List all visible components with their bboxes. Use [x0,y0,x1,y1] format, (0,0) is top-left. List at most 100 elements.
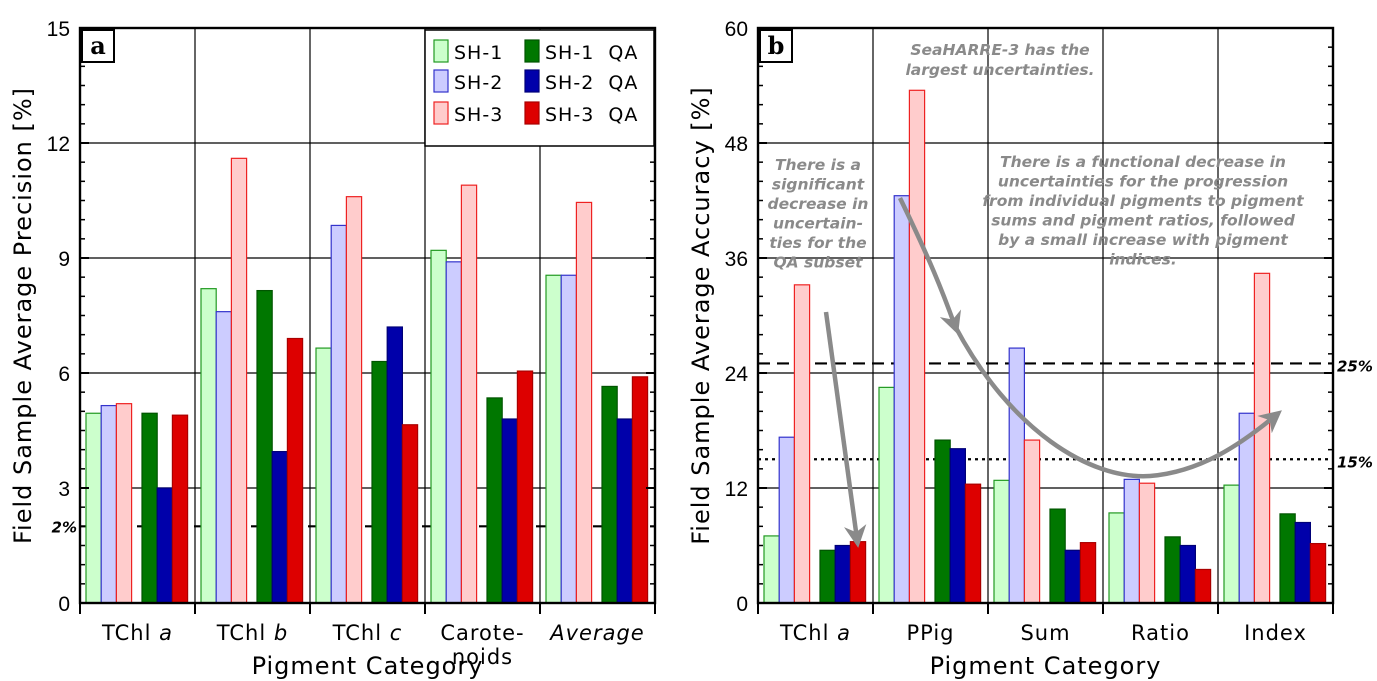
bar-sh-3-qa-2 [1079,542,1097,604]
bar-sh-2-qa-3 [501,418,519,604]
x-category-label-italic: a [159,621,173,645]
bar-sh-1-3 [1108,512,1125,604]
legend-label: SH-2 QA [545,72,638,94]
bar-sh-1-1 [200,288,217,604]
bar-sh-3-qa-2 [401,424,419,604]
bar-sh-3-3 [460,184,478,604]
bar-sh-2-1 [215,311,232,604]
annotation-arrow-qa [823,311,867,548]
x-category-label-text: TChl [779,621,837,645]
bar-sh-1-qa-3 [1164,536,1181,604]
y-tick-label: 36 [725,248,748,271]
annotation-text-qa: There is a [775,156,861,174]
bar-sh-1-qa-2 [1049,508,1066,604]
annotation-text-progression: There is a functional decrease in [1000,153,1286,171]
legend-swatch-sh-3-qa [524,101,540,125]
bar-sh-2-2 [330,224,348,604]
bar-sh-1-1 [878,386,895,604]
x-category-label: TChl a [779,621,851,645]
legend-label: SH-3 [454,104,503,126]
x-category-label-italic: c [390,621,403,645]
bar-sh-1-qa-4 [601,385,618,604]
bar-sh-3-qa-0 [849,541,867,604]
y-tick-label: 12 [47,133,70,156]
bar-sh-3-1 [908,89,926,604]
annotation-text-progression: by a small increase with pigment [998,231,1288,249]
bar-sh-1-qa-1 [256,289,273,604]
bar-sh-1-qa-4 [1279,513,1296,604]
x-category-label-text: TChl [216,621,274,645]
panel-b-accuracy-chart: 25% 15% 0 12 24 36 48 60 TChl a PPig Sum Ratio Index… [687,18,1373,680]
bar-sh-3-2 [345,196,363,604]
x-axis-title: Pigment Category [930,652,1162,680]
y-tick-label: 0 [736,593,748,616]
reference-line-label: 25% [1337,357,1373,375]
bar-sh-2-qa-1 [271,450,289,604]
x-category-label: PPig [906,621,954,645]
legend-swatch-sh-1 [433,39,449,63]
reference-line-label: 2% [52,518,77,536]
annotation-text-largest: SeaHARRE-3 has the [910,41,1089,59]
x-category-label: Sum [1020,621,1070,645]
legend-swatch-sh-1-qa [524,39,540,63]
y-tick-label: 24 [725,363,749,386]
bar-sh-3-qa-0 [171,414,189,604]
bar-sh-1-2 [993,479,1010,604]
bar-sh-2-3 [1123,478,1140,604]
reference-line-label: 15% [1337,453,1373,471]
panel-letter: a [90,31,106,60]
y-tick-label: 48 [725,133,748,156]
x-category-label: Carote- [440,621,524,645]
y-tick-label: 0 [58,593,70,616]
bar-sh-1-qa-2 [371,360,388,604]
bar-sh-2-3 [445,261,463,604]
bar-sh-3-3 [1138,482,1156,604]
bar-sh-3-0 [793,284,811,604]
bar-sh-1-0 [763,535,780,604]
bar-sh-1-qa-1 [934,439,951,604]
x-category-label-italic: b [274,621,288,645]
y-tick-label: 9 [58,248,70,271]
annotation-text-largest: largest uncertainties. [905,61,1094,79]
annotation-arrow-trend [953,324,1282,479]
x-category-label: noids [452,645,513,669]
bar-sh-1-qa-0 [819,549,836,604]
x-category-label-italic: a [837,621,851,645]
bar-sh-3-qa-1 [286,337,304,604]
bar-sh-2-2 [1008,347,1026,604]
y-tick-label: 15 [47,18,70,41]
annotation-text-qa: ties for the [769,234,866,252]
bar-sh-1-qa-3 [486,397,503,604]
bar-sh-3-1 [230,157,248,604]
annotation-text-qa: decrease in [768,195,869,213]
x-category-label: TChl b [216,621,288,645]
bar-sh-2-qa-2 [386,326,404,604]
x-axis-title: Pigment Category [252,652,484,680]
bar-sh-3-qa-1 [964,483,982,604]
bar-sh-3-qa-4 [631,376,649,604]
y-tick-label: 60 [725,18,748,41]
y-tick-label: 12 [725,478,748,501]
annotation-text-progression: indices. [1109,251,1177,269]
y-tick-label: 3 [58,478,70,501]
bar-sh-3-qa-3 [516,370,534,604]
bar-sh-2-qa-0 [834,544,852,604]
bar-sh-3-4 [1253,272,1271,604]
bar-sh-2-qa-4 [1294,521,1311,604]
annotation-text-progression: sums and pigment ratios, followed [991,212,1296,230]
legend-label: SH-1 [454,42,503,64]
annotation-text-qa: significant [772,176,865,194]
annotation-text-progression: from individual pigments to pigment [982,192,1304,210]
bar-sh-1-qa-0 [141,412,158,604]
legend-label: SH-3 QA [545,104,638,126]
panel-letter-box [759,29,793,63]
bar-sh-3-2 [1023,439,1041,604]
bar-sh-2-qa-0 [156,487,173,604]
annotation-text-progression: uncertainties for the progression [998,173,1288,191]
legend-swatch-sh-3 [433,101,449,125]
bar-sh-2-1 [893,195,911,604]
annotation-arrow-decrease [897,197,961,335]
x-category-label-text: TChl [101,621,159,645]
annotation-text-qa: uncertain- [773,215,863,233]
